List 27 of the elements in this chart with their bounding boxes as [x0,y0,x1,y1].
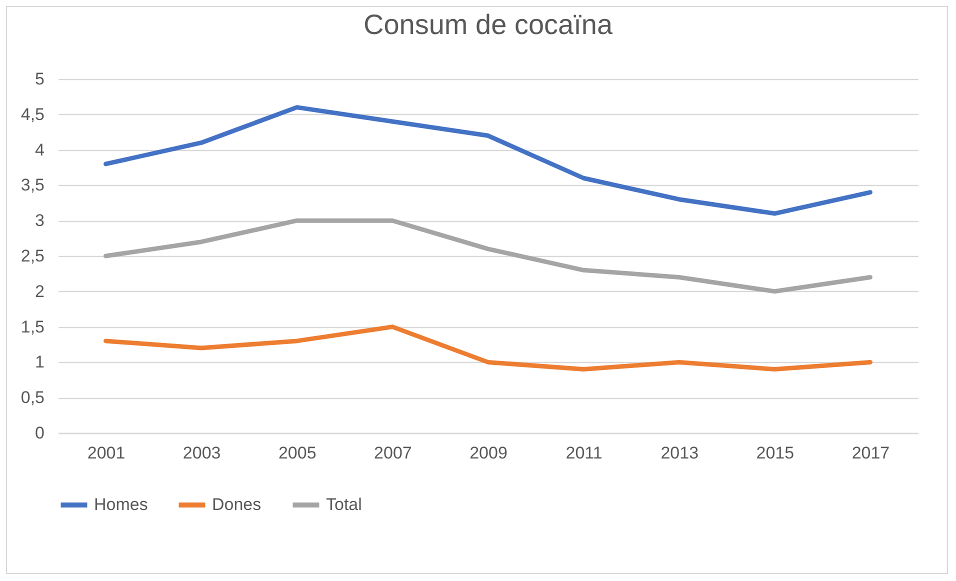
line-series [104,324,872,372]
x-tick-label: 2009 [470,444,508,462]
y-tick-label: 2 [35,282,44,301]
legend-label: Total [326,495,362,514]
y-tick-label: 4,5 [20,104,44,124]
line-series [104,218,872,294]
x-tick-label: 2011 [566,444,602,462]
x-tick-label: 2013 [660,444,699,462]
y-tick-label: 1,5 [20,317,44,336]
x-tick-label: 2007 [374,444,412,462]
x-tick-label: 2017 [852,444,890,462]
y-tick-label: 0 [35,424,44,442]
y-tick-label: 5 [35,70,44,88]
y-tick-label: 1 [35,352,44,372]
legend-label: Dones [212,495,262,514]
x-tick-label: 2015 [756,444,794,462]
chart-title: Consum de cocaïna [363,9,613,40]
x-tick-label: 2003 [182,444,221,462]
x-tick-label: 2001 [87,444,126,462]
legend-label: Homes [94,495,148,514]
y-tick-label: 3,5 [20,176,44,195]
x-tick-label: 2005 [278,444,316,462]
y-tick-label: 2,5 [20,246,44,266]
line-series [104,105,872,216]
y-tick-label: 0,5 [20,388,44,408]
y-tick-label: 4 [35,140,44,160]
y-tick-label: 3 [35,211,44,230]
